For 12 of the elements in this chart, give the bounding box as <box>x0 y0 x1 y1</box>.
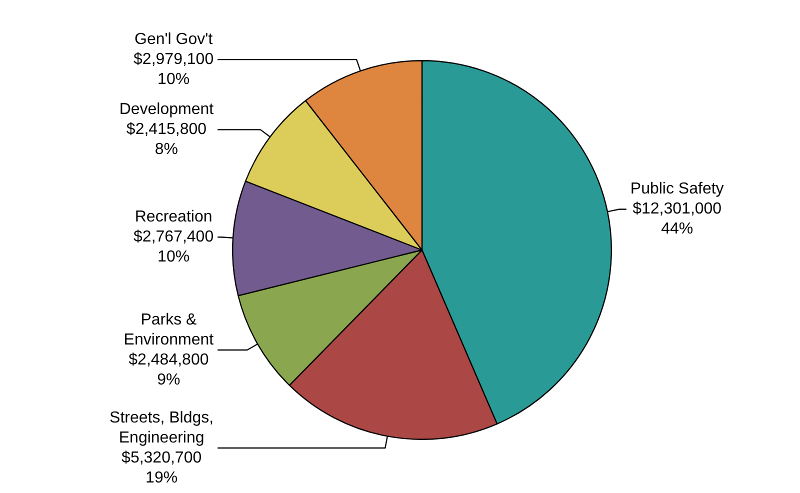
slice-label: Recreation <box>134 208 212 226</box>
slice-label: Gen'l Gov't <box>134 30 214 48</box>
data-label: $12,301,000 44% <box>632 200 722 238</box>
slice-label: Streets, Bldgs, Engineering <box>110 409 214 446</box>
data-label: $5,320,700 19% <box>122 449 202 486</box>
data-label: $2,415,800 8% <box>126 121 207 158</box>
data-label: $2,767,400 10% <box>134 228 214 266</box>
slice-label: Parks & Environment <box>124 311 214 348</box>
data-label: $2,484,800 9% <box>128 351 209 388</box>
data-label: $2,979,100 10% <box>134 50 214 88</box>
slice-label: Public Safety <box>630 180 724 198</box>
slice-label: Development <box>119 101 214 118</box>
